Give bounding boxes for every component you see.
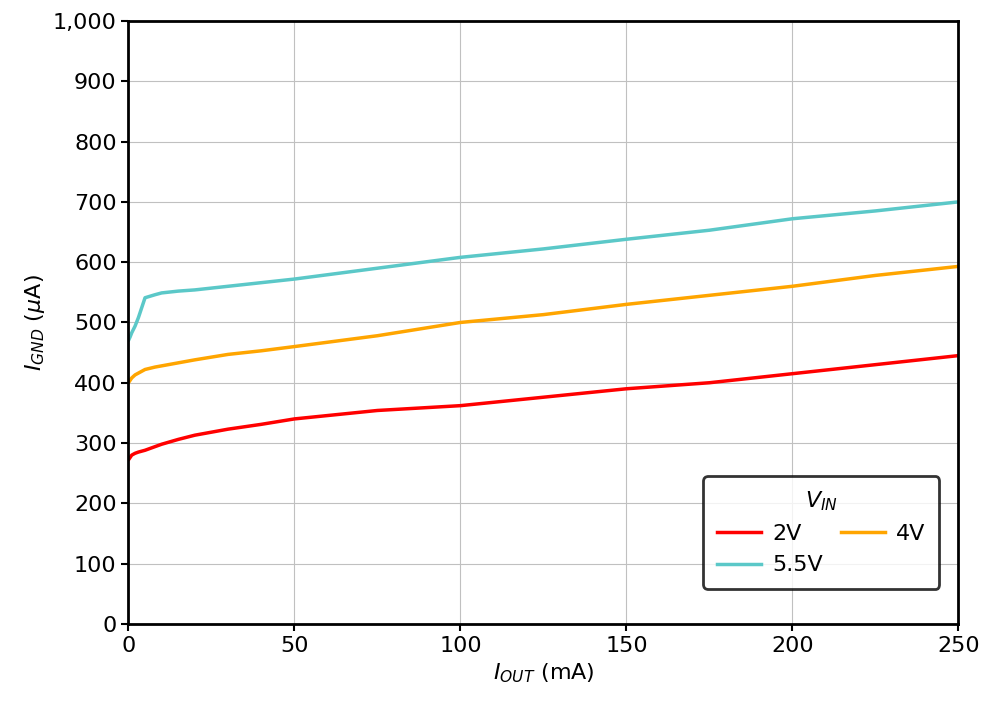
Legend: 2V, 5.5V, 4V, : 2V, 5.5V, 4V, bbox=[703, 476, 939, 589]
Y-axis label: $I_{GND}$ ($\mu$A): $I_{GND}$ ($\mu$A) bbox=[23, 274, 47, 371]
X-axis label: $I_{OUT}$ (mA): $I_{OUT}$ (mA) bbox=[493, 661, 594, 685]
